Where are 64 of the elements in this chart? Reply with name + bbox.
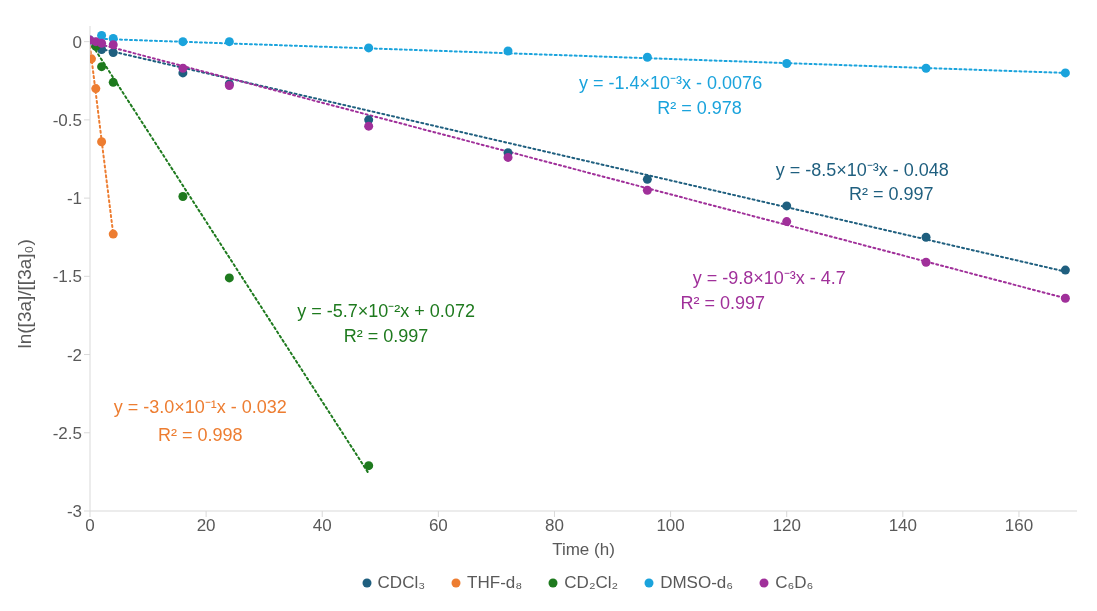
point bbox=[224, 37, 234, 47]
annotation: R² = 0.997 bbox=[343, 326, 429, 347]
point bbox=[91, 84, 101, 94]
y-tick-label: -1 bbox=[66, 189, 82, 209]
point bbox=[108, 48, 118, 58]
point bbox=[364, 121, 374, 131]
point bbox=[97, 62, 107, 72]
legend-label: THF-d₈ bbox=[467, 573, 523, 593]
y-tick-label: -1.5 bbox=[52, 267, 82, 287]
y-tick-label: -2 bbox=[66, 345, 82, 365]
x-tick-label: 0 bbox=[85, 516, 95, 536]
x-tick-label: 140 bbox=[888, 516, 918, 536]
annotation: R² = 0.997 bbox=[680, 293, 766, 314]
point bbox=[782, 59, 792, 69]
point bbox=[782, 217, 792, 227]
annotation: y = -1.4×10⁻³x - 0.0076 bbox=[579, 72, 763, 93]
point bbox=[503, 46, 513, 56]
annotation: y = -8.5×10⁻³x - 0.048 bbox=[775, 160, 949, 181]
point bbox=[1060, 293, 1070, 303]
point bbox=[642, 185, 652, 195]
annotation: y = -5.7×10⁻²x + 0.072 bbox=[297, 301, 475, 322]
annotation: R² = 0.997 bbox=[848, 183, 934, 204]
x-axis-title: Time (h) bbox=[552, 540, 615, 559]
x-tick-label: 80 bbox=[545, 516, 564, 536]
annotation: y = -9.8×10⁻³x - 4.7 bbox=[692, 268, 846, 289]
legend-label: DMSO-d₆ bbox=[660, 573, 734, 593]
y-tick-label: -3 bbox=[66, 502, 82, 522]
point bbox=[1060, 68, 1070, 78]
point bbox=[782, 201, 792, 211]
point bbox=[642, 52, 652, 62]
point bbox=[364, 43, 374, 53]
x-tick-label: 160 bbox=[1004, 516, 1034, 536]
point bbox=[178, 192, 188, 202]
point bbox=[224, 273, 234, 283]
legend-label: C₆D₆ bbox=[775, 573, 814, 593]
point bbox=[642, 174, 652, 184]
point bbox=[108, 40, 118, 50]
point bbox=[97, 30, 107, 40]
point bbox=[1060, 265, 1070, 275]
point bbox=[503, 152, 513, 162]
legend-label: CD₂Cl₂ bbox=[564, 573, 619, 593]
point bbox=[178, 37, 188, 47]
point bbox=[108, 229, 118, 239]
point bbox=[921, 257, 931, 267]
point bbox=[921, 232, 931, 242]
point bbox=[364, 461, 374, 471]
point bbox=[108, 77, 118, 87]
point bbox=[921, 63, 931, 73]
x-tick-label: 120 bbox=[772, 516, 801, 536]
point bbox=[97, 38, 107, 48]
y-tick-label: -0.5 bbox=[52, 110, 82, 130]
y-axis-title: ln([3a]/[[3a]₀) bbox=[13, 239, 35, 349]
point bbox=[178, 63, 188, 73]
x-tick-label: 20 bbox=[196, 516, 216, 536]
point bbox=[97, 137, 107, 147]
y-tick-label: -2.5 bbox=[52, 423, 82, 443]
y-tick-label: 0 bbox=[72, 32, 82, 52]
annotation: R² = 0.998 bbox=[158, 424, 243, 445]
x-tick-label: 60 bbox=[428, 516, 448, 536]
annotation: R² = 0.978 bbox=[657, 97, 742, 118]
annotation: y = -3.0×10⁻¹x - 0.032 bbox=[113, 396, 287, 417]
legend-label: CDCl₃ bbox=[377, 573, 426, 593]
x-tick-label: 100 bbox=[656, 516, 685, 536]
x-tick-label: 40 bbox=[312, 516, 332, 536]
